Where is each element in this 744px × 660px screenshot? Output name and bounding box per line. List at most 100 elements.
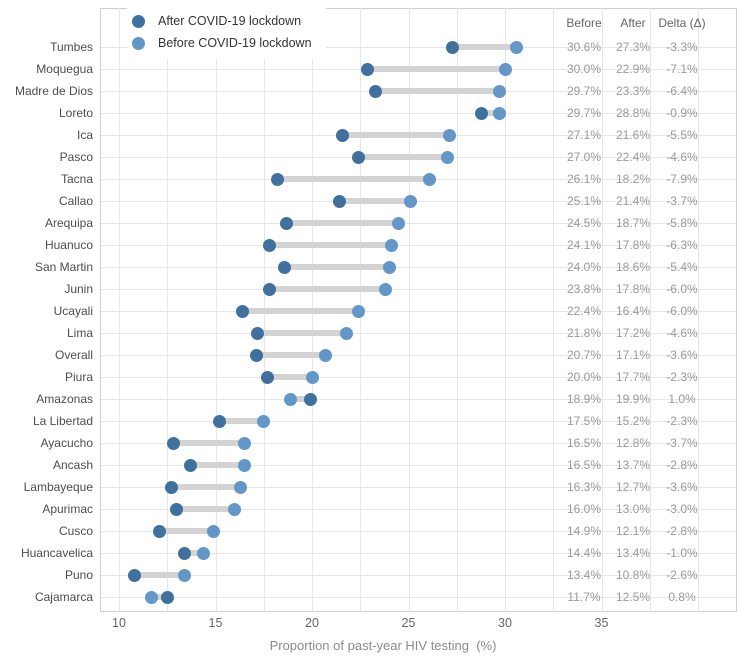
before-value: 24.0% [566, 260, 602, 274]
dumbbell-connector [134, 572, 185, 578]
legend-item-after: After COVID-19 lockdown [132, 10, 312, 32]
before-value: 25.1% [566, 194, 602, 208]
legend-label-after: After COVID-19 lockdown [158, 14, 302, 28]
region-label: Amazonas [36, 392, 93, 406]
h-gridline [101, 553, 736, 554]
before-dot [237, 458, 251, 472]
after-dot [361, 62, 375, 76]
h-gridline [101, 113, 736, 114]
delta-value: -6.3% [666, 238, 698, 252]
before-dot [178, 568, 192, 582]
after-dot [336, 128, 350, 142]
dumbbell-connector [267, 374, 312, 380]
v-gridline [505, 8, 506, 612]
dumbbell-connector [452, 44, 517, 50]
after-dot [475, 106, 489, 120]
after-value: 18.6% [615, 260, 651, 274]
after-value: 13.4% [615, 546, 651, 560]
dumbbell-connector [339, 198, 411, 204]
before-dot [145, 590, 159, 604]
after-value: 21.4% [615, 194, 651, 208]
after-dot [164, 480, 178, 494]
before-value: 14.9% [566, 524, 602, 538]
region-label: Huancavelica [20, 546, 93, 560]
before-dot [392, 216, 406, 230]
v-gridline [456, 8, 458, 612]
after-value: 12.1% [615, 524, 651, 538]
before-dot [403, 194, 417, 208]
dumbbell-connector [375, 88, 500, 94]
region-label: Cusco [58, 524, 93, 538]
dumbbell-connector [284, 264, 390, 270]
after-value: 13.0% [615, 502, 651, 516]
before-dot [340, 326, 354, 340]
before-value: 16.5% [566, 436, 602, 450]
v-gridline [215, 8, 217, 612]
delta-value: -3.6% [666, 480, 698, 494]
region-label: Loreto [58, 106, 93, 120]
delta-value: -0.9% [666, 106, 698, 120]
before-dot [197, 546, 211, 560]
region-label: Tumbes [50, 40, 93, 54]
dumbbell-connector [159, 528, 214, 534]
after-value: 19.9% [615, 392, 651, 406]
delta-value: -5.8% [666, 216, 698, 230]
after-value: 13.7% [615, 458, 651, 472]
table-col-header-before: Before [566, 16, 602, 30]
after-value: 12.5% [615, 590, 651, 604]
before-value: 16.5% [566, 458, 602, 472]
after-value: 28.8% [615, 106, 651, 120]
x-tick-label: 30 [498, 616, 512, 630]
h-gridline [101, 311, 736, 312]
x-tick-label: 35 [594, 616, 609, 630]
before-value: 30.6% [566, 40, 602, 54]
after-value: 17.8% [615, 238, 651, 252]
after-dot [166, 436, 180, 450]
dumbbell-connector [184, 550, 204, 556]
before-value: 23.8% [566, 282, 602, 296]
after-dot [351, 150, 365, 164]
h-gridline [101, 421, 736, 422]
before-value: 20.0% [566, 370, 602, 384]
v-gridline [408, 8, 410, 612]
before-dot [378, 282, 392, 296]
after-dot [263, 282, 277, 296]
region-label: Junin [64, 282, 93, 296]
dumbbell-connector [342, 132, 450, 138]
delta-value: -6.4% [666, 84, 698, 98]
region-label: Arequipa [44, 216, 93, 230]
dumbbell-connector [481, 110, 500, 116]
h-gridline [101, 465, 736, 466]
after-value: 18.2% [615, 172, 651, 186]
dumbbell-connector [358, 154, 448, 160]
before-dot [384, 238, 398, 252]
region-label: Huanuco [44, 238, 93, 252]
region-label: Pasco [59, 150, 93, 164]
v-gridline [119, 8, 120, 612]
x-tick-label: 15 [208, 616, 223, 630]
delta-value: -7.9% [666, 172, 698, 186]
after-dot [280, 216, 294, 230]
h-gridline [101, 531, 736, 532]
delta-value: -2.6% [666, 568, 698, 582]
after-dot [369, 84, 383, 98]
v-gridline [698, 8, 699, 612]
after-dot [251, 326, 265, 340]
after-dot [236, 304, 250, 318]
dumbbell-connector [256, 352, 326, 358]
region-label: Lima [66, 326, 93, 340]
before-value: 18.9% [566, 392, 602, 406]
after-dot [332, 194, 346, 208]
before-value: 22.4% [566, 304, 602, 318]
region-label: Madre de Dios [14, 84, 93, 98]
before-value: 13.4% [566, 568, 602, 582]
region-label: Callao [58, 194, 93, 208]
h-gridline [101, 333, 736, 334]
delta-value: -4.6% [666, 326, 698, 340]
after-dot [153, 524, 167, 538]
delta-value: -4.6% [666, 150, 698, 164]
after-value: 23.3% [615, 84, 651, 98]
delta-value: -2.3% [666, 370, 698, 384]
v-gridline [167, 8, 169, 612]
x-tick-label: 10 [112, 616, 126, 630]
